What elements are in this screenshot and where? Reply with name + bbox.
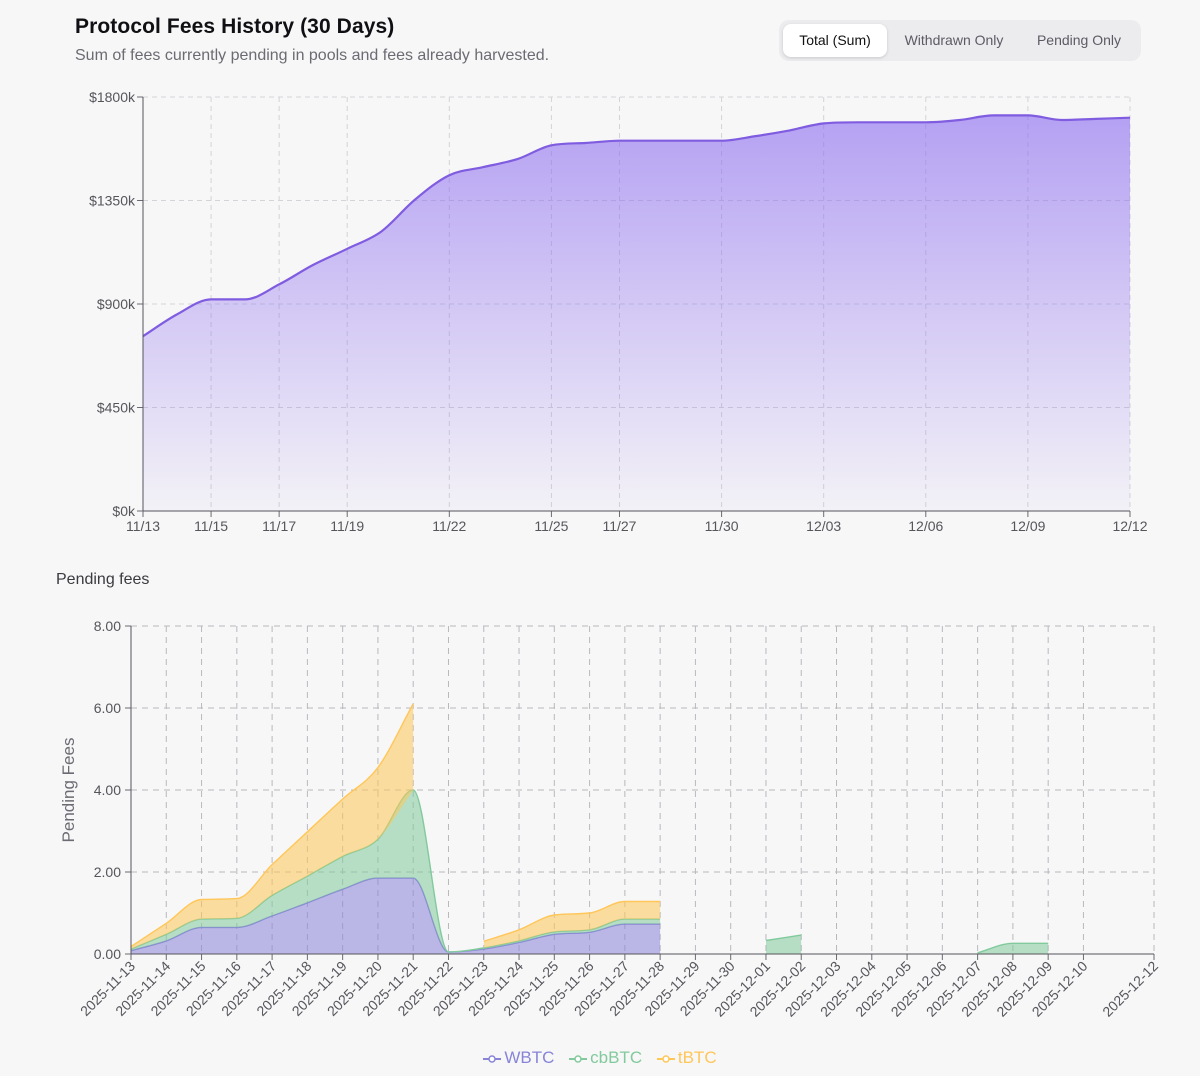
toggle-total-sum-button[interactable]: Total (Sum) bbox=[783, 24, 887, 57]
total-fees-line bbox=[142, 114, 1131, 338]
pending-cbbtc-line bbox=[765, 934, 802, 942]
chart1-xtick-label: 11/25 bbox=[534, 518, 568, 534]
pending-tbtc-area bbox=[131, 703, 414, 950]
pending-tbtc-line bbox=[483, 900, 661, 942]
pending-fees-legend: WBTC cbBTC tBTC bbox=[0, 1048, 1200, 1068]
pending-tbtc-line bbox=[130, 703, 414, 948]
pending-wbtc-area bbox=[131, 878, 661, 954]
chart1-xtick-label: 12/06 bbox=[908, 518, 943, 534]
chart1-ytick-label: $900k bbox=[97, 296, 136, 312]
pending-cbbtc-area bbox=[131, 790, 661, 952]
chart1-xtick-label: 11/15 bbox=[194, 518, 228, 534]
toggle-pending-only-button[interactable]: Pending Only bbox=[1036, 32, 1122, 48]
fees-view-toggle: Total (Sum) Withdrawn Only Pending Only bbox=[779, 20, 1141, 61]
legend-cbbtc-line-icon bbox=[569, 1054, 588, 1063]
chart2-ytick-label: 8.00 bbox=[94, 618, 121, 634]
chart1-ytick-label: $0k bbox=[112, 503, 136, 519]
page-subtitle: Sum of fees currently pending in pools a… bbox=[75, 47, 550, 64]
chart1-ytick-label: $450k bbox=[97, 400, 136, 416]
legend-item-tbtc[interactable]: tBTC bbox=[656, 1048, 717, 1068]
chart1-xtick-label: 11/30 bbox=[705, 518, 739, 534]
chart1-xtick-label: 11/19 bbox=[330, 518, 364, 534]
pending-cbbtc-line bbox=[977, 942, 1049, 954]
chart2-ytick-label: 2.00 bbox=[94, 864, 121, 880]
chart1-xtick-label: 11/13 bbox=[126, 518, 160, 534]
legend-label-tbtc: tBTC bbox=[677, 1048, 717, 1067]
chart2-xtick-label: 2025-12-12 bbox=[1099, 958, 1161, 1020]
chart1-ytick-label: $1800k bbox=[89, 89, 136, 105]
chart1-xtick-label: 12/12 bbox=[1112, 518, 1147, 534]
chart1-xtick-label: 11/27 bbox=[602, 518, 636, 534]
chart1-xtick-label: 11/17 bbox=[262, 518, 296, 534]
chart2-ytick-label: 4.00 bbox=[94, 782, 121, 798]
toggle-withdrawn-only-button[interactable]: Withdrawn Only bbox=[904, 32, 1004, 48]
legend-item-cbbtc[interactable]: cbBTC bbox=[569, 1048, 642, 1068]
page-title: Protocol Fees History (30 Days) bbox=[75, 15, 395, 38]
legend-item-wbtc[interactable]: WBTC bbox=[483, 1048, 554, 1068]
chart1-xtick-label: 12/03 bbox=[806, 518, 841, 534]
chart2-grid: 0.002.004.006.008.002025-11-132025-11-14… bbox=[77, 618, 1161, 1020]
chart2-ytick-label: 6.00 bbox=[94, 700, 121, 716]
chart2-ytick-label: 0.00 bbox=[94, 946, 121, 962]
chart2-ylabel: Pending Fees bbox=[59, 738, 78, 843]
legend-label-wbtc: WBTC bbox=[504, 1048, 555, 1067]
chart1-xtick-label: 12/09 bbox=[1010, 518, 1045, 534]
pending-cbbtc-area bbox=[977, 943, 1049, 954]
pending-fees-title: Pending fees bbox=[56, 571, 150, 588]
legend-tbtc-line-icon bbox=[656, 1054, 675, 1063]
pending-tbtc-area bbox=[483, 901, 661, 948]
legend-wbtc-line-icon bbox=[483, 1054, 502, 1063]
total-fees-area bbox=[143, 115, 1130, 512]
protocol-fees-history-chart: $0k $450k $900k $1350k $1800k 11/13 11/15 11/17… bbox=[89, 89, 1148, 534]
legend-label-cbbtc: cbBTC bbox=[590, 1048, 643, 1067]
chart1-xtick-label: 11/22 bbox=[432, 518, 466, 534]
chart1-ytick-label: $1350k bbox=[89, 193, 136, 209]
